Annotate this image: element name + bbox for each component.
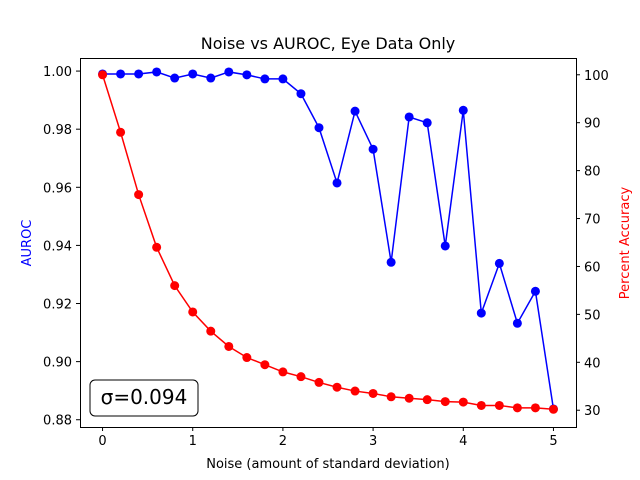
data-point-left-15 — [368, 144, 378, 154]
y-left-tick-label-0: 0.88 — [43, 414, 72, 429]
data-point-right-6 — [206, 326, 216, 336]
y-axis-label-right: Percent Accuracy — [618, 186, 633, 299]
y-left-tick-label-5: 0.98 — [43, 123, 72, 138]
data-point-left-10 — [278, 74, 288, 84]
data-point-left-23 — [512, 318, 522, 328]
data-point-right-16 — [386, 392, 396, 402]
y-right-tick-label-0: 30 — [584, 404, 601, 419]
y-left-tick-label-2: 0.92 — [43, 298, 72, 313]
data-point-right-22 — [494, 400, 504, 410]
plot-frame — [80, 58, 577, 428]
data-point-right-17 — [404, 393, 414, 403]
data-point-left-18 — [422, 118, 432, 128]
data-point-left-24 — [530, 286, 540, 296]
y-left-tick-label-6: 1.00 — [43, 65, 72, 80]
data-point-right-10 — [278, 367, 288, 377]
data-point-right-21 — [476, 400, 486, 410]
data-point-left-11 — [296, 89, 306, 99]
data-point-left-19 — [440, 241, 450, 251]
x-tick-label-5: 5 — [549, 434, 557, 449]
data-point-right-11 — [296, 372, 306, 382]
data-point-left-1 — [116, 69, 126, 79]
data-point-right-19 — [440, 397, 450, 407]
y-right-tick-label-7: 100 — [584, 69, 609, 84]
data-point-right-0 — [98, 70, 108, 80]
annotation-text: σ=0.094 — [101, 385, 188, 409]
annotation-box — [89, 379, 199, 417]
data-point-left-3 — [152, 67, 162, 77]
data-point-left-12 — [314, 123, 324, 133]
y-right-tick-label-2: 50 — [584, 308, 601, 323]
x-tick-label-1: 1 — [189, 434, 197, 449]
data-point-left-22 — [494, 258, 504, 268]
series-line-right — [101, 74, 554, 411]
data-point-left-20 — [458, 105, 468, 115]
sigma-annotation: σ=0.094 — [89, 379, 199, 417]
data-point-right-8 — [242, 353, 252, 363]
y-left-tick-label-1: 0.90 — [43, 356, 72, 371]
data-point-right-20 — [458, 397, 468, 407]
data-point-right-5 — [188, 307, 198, 317]
y-right-tick-label-5: 80 — [584, 165, 601, 180]
y-axis-label-left: AUROC — [20, 220, 35, 267]
data-point-left-5 — [188, 69, 198, 79]
data-point-left-8 — [242, 70, 252, 80]
data-point-right-3 — [152, 242, 162, 252]
data-point-right-13 — [332, 382, 342, 392]
x-tick-label-2: 2 — [279, 434, 287, 449]
data-point-right-2 — [134, 190, 144, 200]
data-point-right-23 — [512, 403, 522, 413]
data-point-left-16 — [386, 257, 396, 267]
data-point-right-9 — [260, 360, 270, 370]
y-right-tick-label-1: 40 — [584, 356, 601, 371]
data-point-left-4 — [170, 73, 180, 83]
data-point-left-14 — [350, 106, 360, 116]
series-line-left — [102, 71, 555, 410]
y-right-tick-label-3: 60 — [584, 260, 601, 275]
y-right-tick-label-6: 90 — [584, 117, 601, 132]
data-point-left-2 — [134, 69, 144, 79]
data-point-right-14 — [350, 386, 360, 396]
x-tick-label-4: 4 — [459, 434, 467, 449]
data-point-right-1 — [116, 127, 126, 137]
data-point-left-6 — [206, 73, 216, 83]
y-left-tick-label-4: 0.96 — [43, 181, 72, 196]
data-point-left-17 — [404, 112, 414, 122]
data-point-right-18 — [422, 395, 432, 405]
data-point-right-25 — [548, 404, 558, 414]
x-tick-label-0: 0 — [98, 434, 106, 449]
data-point-right-12 — [314, 377, 324, 387]
y-right-tick-label-4: 70 — [584, 213, 601, 228]
data-point-right-24 — [530, 403, 540, 413]
data-point-left-9 — [260, 74, 270, 84]
y-left-tick-label-3: 0.94 — [43, 239, 72, 254]
data-point-left-21 — [476, 308, 486, 318]
data-point-left-7 — [224, 67, 234, 77]
data-point-left-13 — [332, 178, 342, 188]
x-tick-label-3: 3 — [369, 434, 377, 449]
data-point-right-15 — [368, 388, 378, 398]
x-axis-label: Noise (amount of standard deviation) — [206, 457, 450, 472]
chart-title: Noise vs AUROC, Eye Data Only — [201, 34, 456, 53]
data-point-right-4 — [170, 281, 180, 291]
data-point-right-7 — [224, 341, 234, 351]
